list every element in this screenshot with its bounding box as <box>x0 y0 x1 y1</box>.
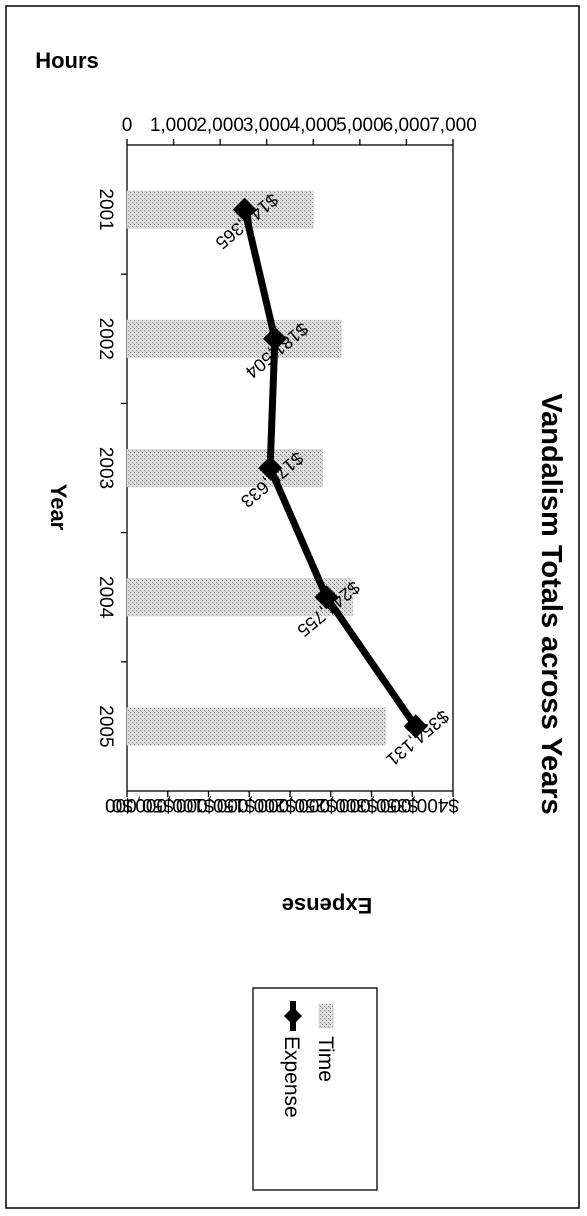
expense-marker-2005 <box>403 714 428 739</box>
hours-tick-label: 5,000 <box>336 115 384 136</box>
hours-tick-label: 0 <box>122 115 133 136</box>
expense-tick-label: $0 <box>112 794 133 815</box>
expense-tick-label: $350,000 <box>339 794 418 815</box>
expense-tick-label: $50,000 <box>105 794 174 815</box>
category-label-2001: 2001 <box>95 188 116 230</box>
category-label-2002: 2002 <box>95 318 116 360</box>
hours-tick-label: 6,000 <box>383 115 431 136</box>
bar-time-2002 <box>126 319 342 358</box>
hours-tick-label: 4,000 <box>290 115 338 136</box>
expense-marker-2003 <box>258 456 283 480</box>
legend-expense-label: Expense <box>280 1036 303 1118</box>
hours-tick-label: 3,000 <box>243 115 291 136</box>
hours-tick-label: 1,000 <box>150 115 198 136</box>
category-label-2005: 2005 <box>95 705 116 747</box>
legend-time-swatch <box>318 1003 334 1029</box>
expense-axis-title: Expense <box>282 893 373 918</box>
expense-marker-2001 <box>232 197 257 222</box>
bar-time-2001 <box>126 190 314 229</box>
expense-tick-label: $300,000 <box>298 794 377 815</box>
expense-axis: $0$50,000$100,000$150,000$200,000$250,00… <box>105 791 459 815</box>
legend-box <box>252 987 378 1191</box>
category-label-2003: 2003 <box>95 447 116 489</box>
expense-tick-label: $250,000 <box>257 794 336 815</box>
hours-tick-label: 7,000 <box>429 115 477 136</box>
chart-title: Vandalism Totals across Years <box>535 393 567 814</box>
bar-time-2005 <box>126 707 386 746</box>
expense-tick-label: $200,000 <box>217 794 296 815</box>
legend-expense-marker <box>284 1007 302 1025</box>
category-label-2004: 2004 <box>95 576 116 619</box>
expense-tick-label: $150,000 <box>176 794 255 815</box>
rotated-chart-group: Vandalism Totals across Years 2001200220… <box>35 48 567 1191</box>
x-axis-title: Year <box>46 484 71 531</box>
hours-axis-title: Hours <box>35 48 99 73</box>
hours-tick-label: 2,000 <box>196 115 244 136</box>
expense-tick-label: $100,000 <box>135 794 214 815</box>
outer-border <box>5 5 580 1209</box>
legend: Time Expense <box>252 987 378 1191</box>
category-axis: 2001 2002 2003 2004 2005 <box>95 188 127 748</box>
bar-time-2004 <box>126 578 354 617</box>
expense-marker-2004 <box>314 585 339 610</box>
legend-time-label: Time <box>314 1036 337 1082</box>
expense-marker-2002 <box>262 326 287 351</box>
expense-tick-label: $400,000 <box>380 794 459 815</box>
expense-line-group <box>232 197 428 739</box>
